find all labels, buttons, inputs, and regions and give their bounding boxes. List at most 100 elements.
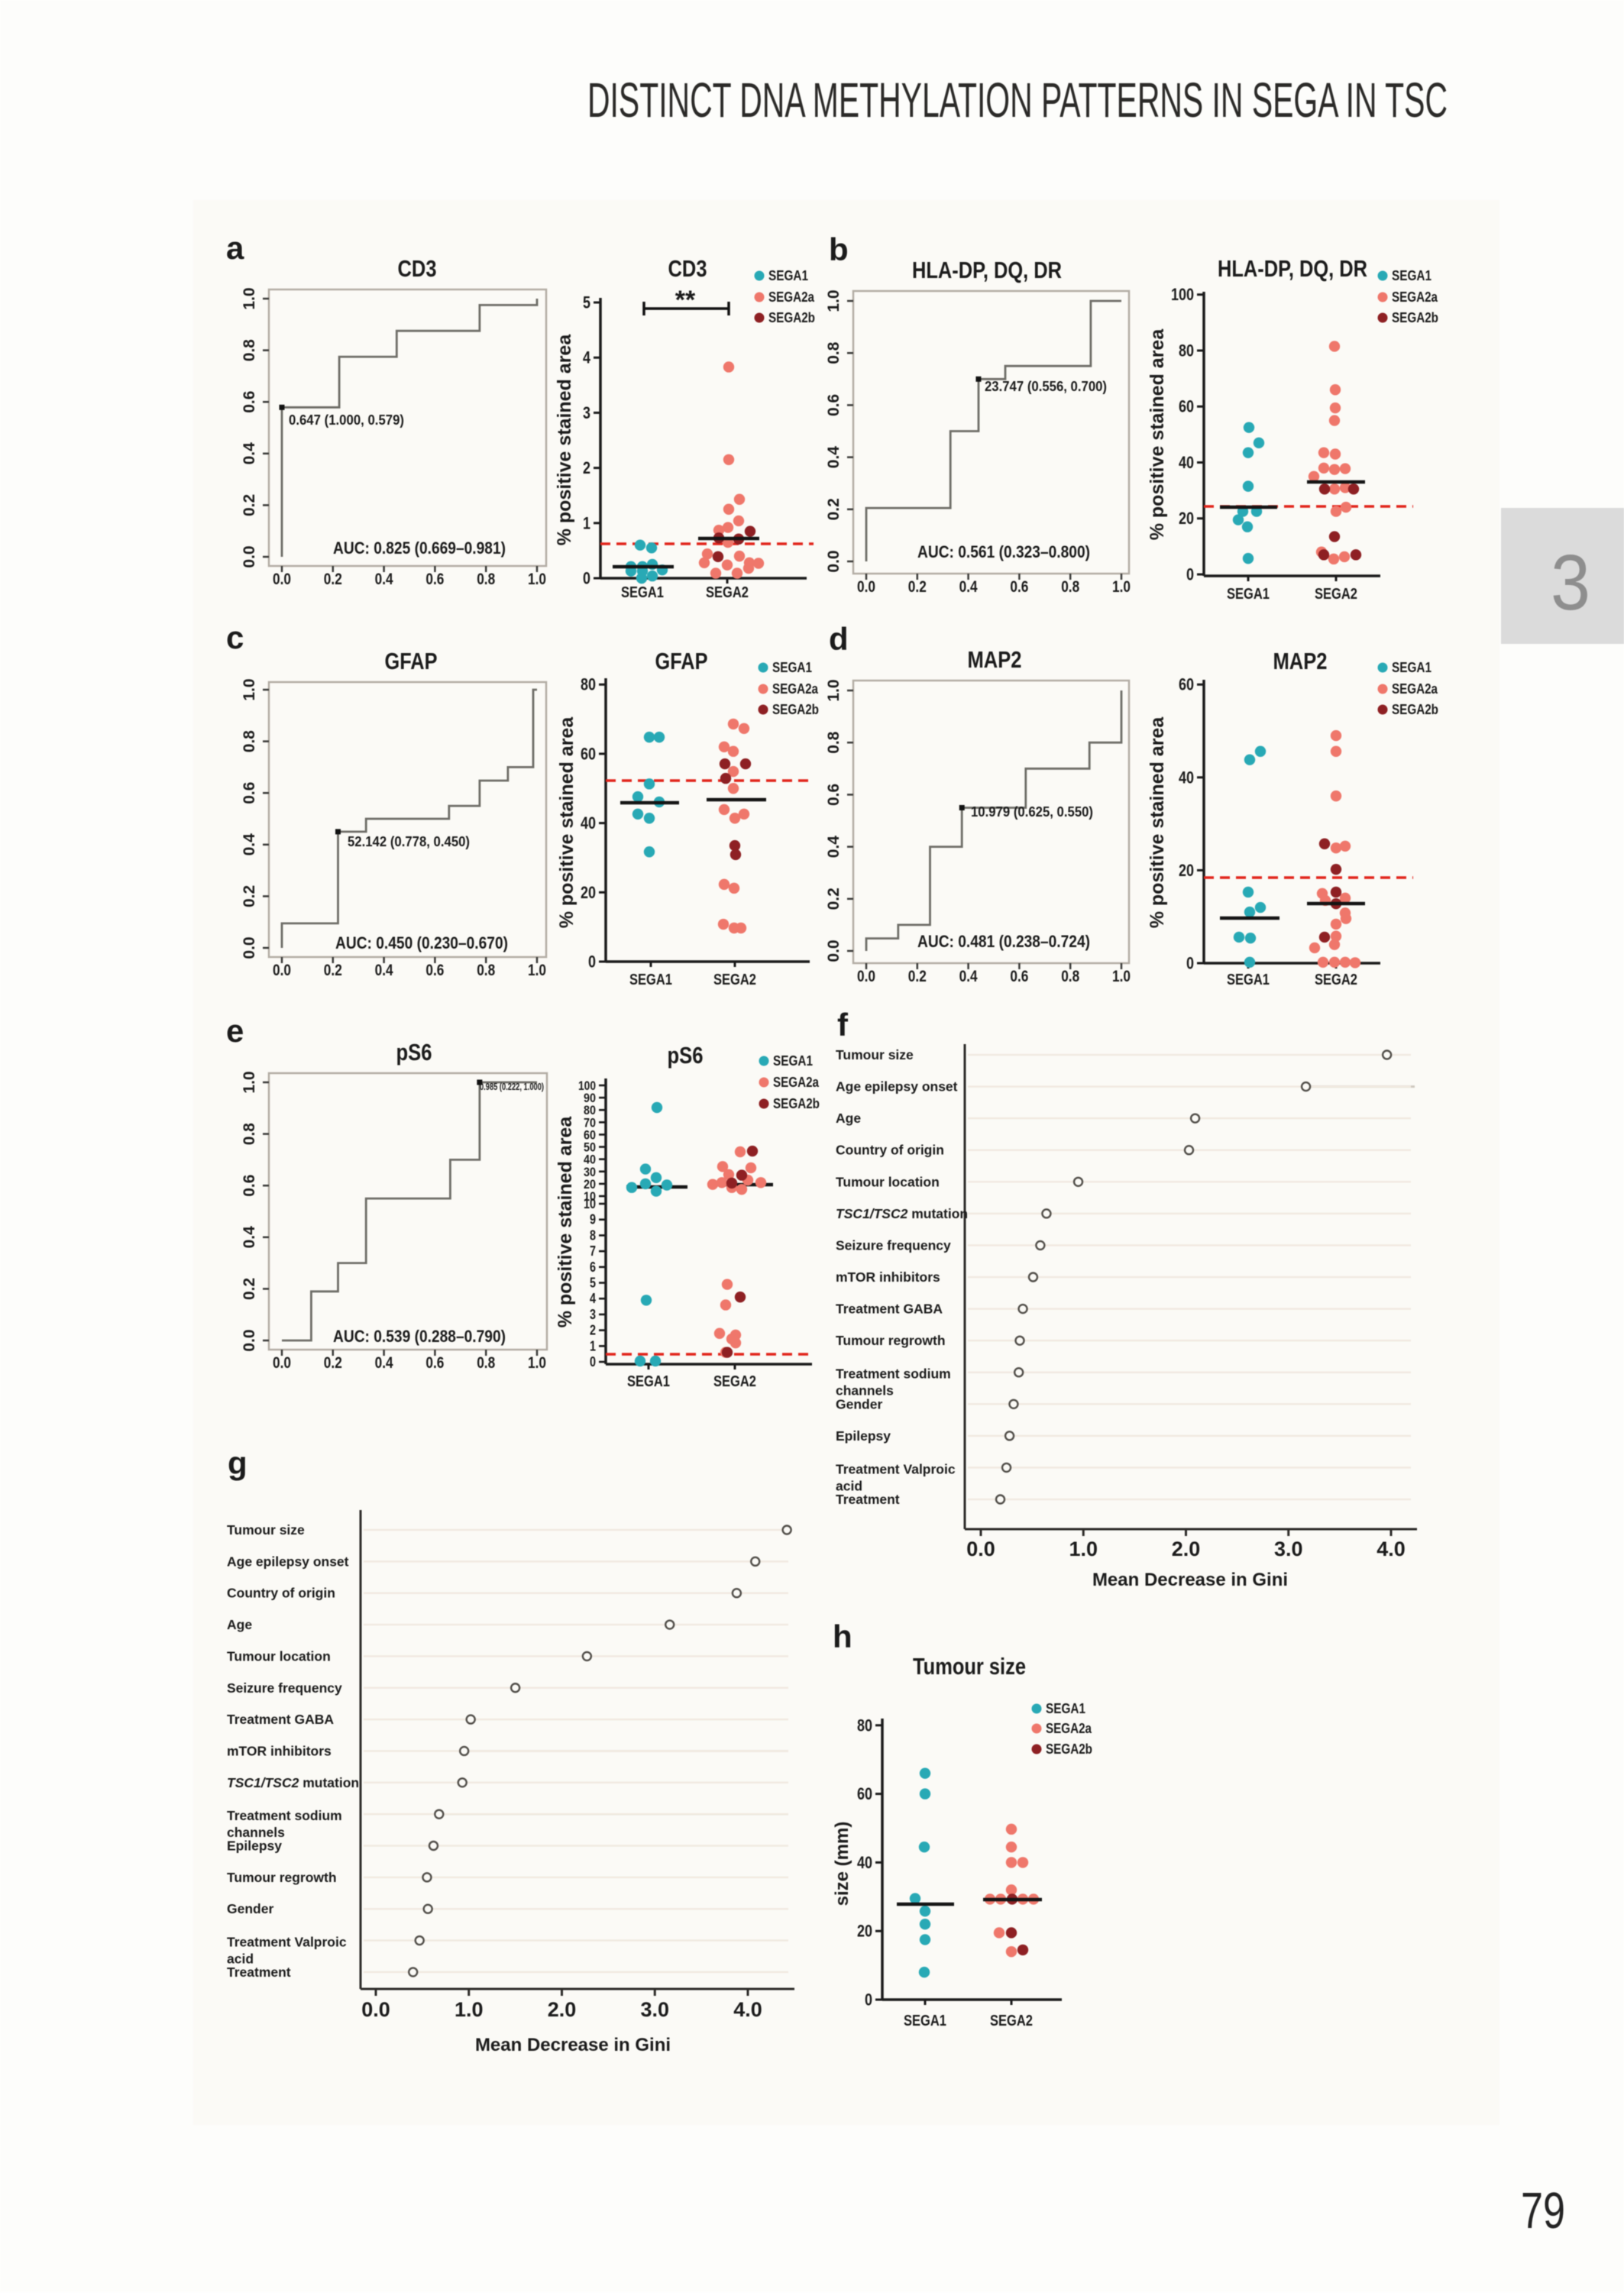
svg-text:Tumour regrowth: Tumour regrowth <box>836 1333 946 1348</box>
svg-text:SEGA2b: SEGA2b <box>772 702 819 717</box>
svg-text:SEGA2: SEGA2 <box>1315 586 1357 603</box>
svg-text:Treatment sodium: Treatment sodium <box>227 1808 342 1823</box>
svg-text:acid: acid <box>227 1952 254 1967</box>
svg-text:Country of origin: Country of origin <box>836 1143 944 1158</box>
svg-text:HLA-DP, DQ, DR: HLA-DP, DQ, DR <box>1218 255 1367 282</box>
svg-text:0.4: 0.4 <box>959 968 978 985</box>
svg-text:Treatment GABA: Treatment GABA <box>836 1302 943 1317</box>
svg-text:0.2: 0.2 <box>908 578 927 596</box>
svg-text:Age: Age <box>836 1111 861 1126</box>
svg-text:20: 20 <box>584 1177 596 1192</box>
svg-text:0.8: 0.8 <box>477 962 495 979</box>
svg-text:5: 5 <box>590 1276 596 1291</box>
svg-text:SEGA2b: SEGA2b <box>773 1096 820 1111</box>
svg-text:% positive stained area: % positive stained area <box>1147 716 1168 929</box>
svg-text:Tumour size: Tumour size <box>227 1522 305 1538</box>
svg-text:SEGA2b: SEGA2b <box>768 310 815 325</box>
svg-text:2.0: 2.0 <box>1172 1538 1201 1560</box>
svg-text:0: 0 <box>1186 564 1194 584</box>
svg-text:Epilepsy: Epilepsy <box>227 1838 282 1854</box>
svg-text:SEGA2: SEGA2 <box>713 972 756 988</box>
svg-text:Treatment: Treatment <box>836 1492 900 1507</box>
svg-text:4: 4 <box>590 1291 596 1306</box>
svg-text:10: 10 <box>584 1189 596 1204</box>
svg-text:AUC: 0.539 (0.288–0.790): AUC: 0.539 (0.288–0.790) <box>333 1327 506 1346</box>
svg-text:10: 10 <box>584 1196 596 1211</box>
svg-text:HLA-DP, DQ, DR: HLA-DP, DQ, DR <box>912 257 1062 283</box>
svg-text:MAP2: MAP2 <box>1273 648 1328 674</box>
svg-text:0.2: 0.2 <box>908 968 927 985</box>
svg-text:0.6: 0.6 <box>241 391 258 413</box>
svg-text:0.6: 0.6 <box>425 571 444 588</box>
svg-text:Seizure frequency: Seizure frequency <box>227 1680 342 1696</box>
svg-text:TSC1/TSC2 mutation: TSC1/TSC2 mutation <box>836 1206 968 1221</box>
svg-text:0.0: 0.0 <box>273 962 291 979</box>
svg-text:0.2: 0.2 <box>825 888 843 910</box>
svg-text:SEGA2a: SEGA2a <box>1046 1721 1092 1736</box>
svg-text:DISTINCT DNA METHYLATION PATTE: DISTINCT DNA METHYLATION PATTERNS IN SEG… <box>587 73 1448 128</box>
svg-text:Treatment sodium: Treatment sodium <box>836 1366 951 1382</box>
svg-text:0.6: 0.6 <box>1010 578 1028 596</box>
svg-text:Mean Decrease in Gini: Mean Decrease in Gini <box>1092 1570 1288 1590</box>
svg-text:0.6: 0.6 <box>241 1175 258 1197</box>
svg-text:SEGA1: SEGA1 <box>1227 586 1270 603</box>
svg-text:1.0: 1.0 <box>241 1071 258 1093</box>
svg-text:Mean Decrease in Gini: Mean Decrease in Gini <box>475 2035 671 2055</box>
svg-text:4: 4 <box>583 348 591 367</box>
svg-text:1.0: 1.0 <box>825 679 843 701</box>
svg-text:2.0: 2.0 <box>548 1998 577 2021</box>
svg-text:0.2: 0.2 <box>241 1278 258 1300</box>
svg-text:3: 3 <box>583 403 590 422</box>
svg-text:3.0: 3.0 <box>1274 1538 1303 1560</box>
svg-text:0.6: 0.6 <box>425 962 444 979</box>
svg-text:0.0: 0.0 <box>857 578 875 596</box>
svg-text:SEGA1: SEGA1 <box>1227 972 1270 988</box>
svg-text:0.8: 0.8 <box>241 1123 258 1146</box>
svg-text:SEGA1: SEGA1 <box>1046 1701 1085 1716</box>
svg-text:Tumour regrowth: Tumour regrowth <box>227 1870 337 1885</box>
svg-text:4.0: 4.0 <box>733 1998 762 2021</box>
svg-text:GFAP: GFAP <box>655 648 708 674</box>
svg-text:4.0: 4.0 <box>1377 1538 1406 1560</box>
svg-text:80: 80 <box>1179 341 1194 360</box>
svg-text:5: 5 <box>583 293 590 312</box>
svg-text:1: 1 <box>583 513 590 532</box>
svg-text:0.4: 0.4 <box>241 833 258 856</box>
svg-text:52.142 (0.778, 0.450): 52.142 (0.778, 0.450) <box>348 834 470 849</box>
svg-text:a: a <box>226 230 244 266</box>
svg-text:60: 60 <box>1179 397 1194 416</box>
svg-text:0.985 (0.222, 1.000): 0.985 (0.222, 1.000) <box>480 1081 544 1092</box>
svg-text:80: 80 <box>857 1716 872 1735</box>
svg-text:30: 30 <box>584 1165 596 1179</box>
svg-text:b: b <box>829 231 849 267</box>
svg-text:60: 60 <box>581 744 596 763</box>
svg-text:CD3: CD3 <box>398 255 437 282</box>
svg-text:SEGA2a: SEGA2a <box>773 1075 820 1090</box>
svg-text:0.0: 0.0 <box>857 968 875 985</box>
svg-text:0.0: 0.0 <box>966 1538 995 1560</box>
svg-text:100: 100 <box>578 1078 596 1093</box>
svg-text:23.747 (0.556, 0.700): 23.747 (0.556, 0.700) <box>985 379 1107 394</box>
svg-text:1.0: 1.0 <box>825 289 843 312</box>
svg-text:SEGA1: SEGA1 <box>629 972 672 988</box>
svg-text:1.0: 1.0 <box>455 1998 484 2021</box>
svg-text:0: 0 <box>865 1990 872 2009</box>
svg-text:% positive stained area: % positive stained area <box>555 1116 576 1328</box>
svg-text:SEGA1: SEGA1 <box>1392 660 1432 675</box>
svg-text:0.4: 0.4 <box>959 578 978 596</box>
svg-text:Age epilepsy onset: Age epilepsy onset <box>227 1554 349 1569</box>
svg-text:Tumour size: Tumour size <box>913 1653 1026 1680</box>
svg-text:1.0: 1.0 <box>1069 1538 1098 1560</box>
svg-text:20: 20 <box>857 1922 872 1941</box>
svg-text:1.0: 1.0 <box>528 571 546 588</box>
svg-text:0.2: 0.2 <box>324 571 342 588</box>
svg-text:90: 90 <box>584 1091 596 1105</box>
svg-text:g: g <box>228 1445 247 1481</box>
svg-text:f: f <box>837 1007 849 1043</box>
svg-text:0.6: 0.6 <box>825 394 843 416</box>
svg-text:mTOR inhibitors: mTOR inhibitors <box>227 1743 332 1758</box>
svg-text:1.0: 1.0 <box>1112 968 1131 985</box>
svg-text:0.4: 0.4 <box>825 836 843 859</box>
svg-text:Tumour size: Tumour size <box>836 1047 914 1062</box>
svg-text:AUC: 0.450 (0.230–0.670): AUC: 0.450 (0.230–0.670) <box>335 933 508 952</box>
